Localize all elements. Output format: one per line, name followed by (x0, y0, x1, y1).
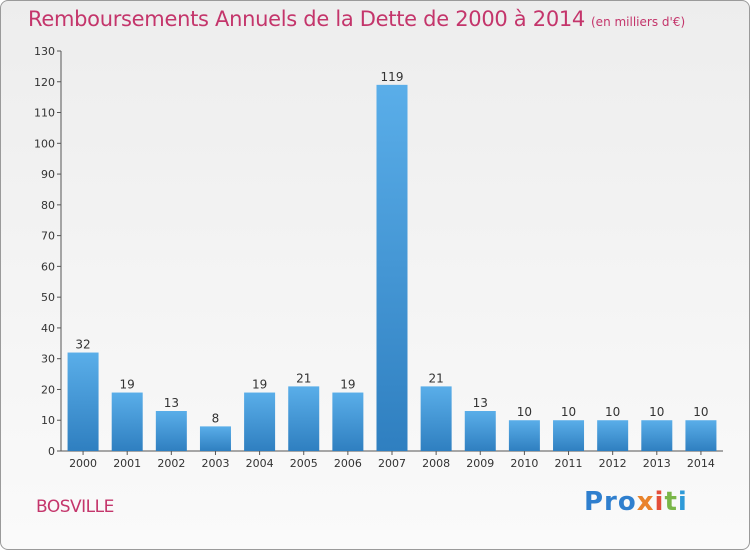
x-tick-label: 2011 (555, 457, 583, 470)
logo-part: Pro (584, 487, 637, 517)
y-tick-label: 30 (41, 353, 55, 366)
logo-part: i (677, 487, 688, 517)
bar-value-label: 21 (428, 371, 443, 385)
x-tick-label: 2012 (599, 457, 627, 470)
y-tick-label: 100 (34, 137, 55, 150)
proxiti-logo: Proxiti (584, 487, 688, 517)
x-tick-label: 2005 (290, 457, 318, 470)
x-tick-label: 2013 (643, 457, 671, 470)
bar (685, 420, 717, 451)
bar-value-label: 19 (340, 378, 355, 392)
x-tick-label: 2007 (378, 457, 406, 470)
chart-title: Remboursements Annuels de la Dette de 20… (28, 7, 686, 31)
bar-value-label: 32 (75, 338, 90, 352)
chart-subtitle: (en milliers d'€) (591, 15, 686, 29)
y-tick-label: 80 (41, 199, 55, 212)
bar-value-label: 19 (120, 378, 135, 392)
bar (288, 386, 320, 451)
bar-value-label: 21 (296, 371, 311, 385)
bar (464, 411, 496, 451)
bar (508, 420, 540, 451)
bar-value-label: 13 (473, 396, 488, 410)
bar-value-label: 19 (252, 378, 267, 392)
y-tick-label: 50 (41, 291, 55, 304)
logo-part: i (654, 487, 665, 517)
bar (641, 420, 673, 451)
bar (199, 426, 231, 451)
y-tick-label: 120 (34, 76, 55, 89)
bar-value-label: 8 (212, 411, 220, 425)
bar-value-label: 10 (649, 405, 664, 419)
x-tick-label: 2002 (157, 457, 185, 470)
x-tick-label: 2003 (201, 457, 229, 470)
bar (332, 392, 364, 451)
y-tick-label: 20 (41, 383, 55, 396)
y-tick-label: 70 (41, 230, 55, 243)
bar-value-label: 119 (381, 70, 404, 84)
bar-value-label: 10 (693, 405, 708, 419)
y-tick-label: 110 (34, 107, 55, 120)
x-tick-label: 2004 (246, 457, 274, 470)
y-tick-label: 130 (34, 45, 55, 58)
bar-value-label: 10 (605, 405, 620, 419)
x-tick-label: 2010 (510, 457, 538, 470)
x-tick-label: 2000 (69, 457, 97, 470)
y-tick-label: 60 (41, 260, 55, 273)
x-tick-label: 2009 (466, 457, 494, 470)
logo-part: t (664, 487, 678, 517)
city-name: BOSVILLE (36, 497, 114, 517)
y-tick-label: 0 (48, 445, 55, 458)
bar (597, 420, 629, 451)
y-tick-label: 10 (41, 414, 55, 427)
bar-value-label: 10 (517, 405, 532, 419)
y-tick-label: 90 (41, 168, 55, 181)
logo-part: x (636, 487, 655, 517)
bar (111, 392, 143, 451)
x-tick-label: 2001 (113, 457, 141, 470)
bar (420, 386, 452, 451)
bar (376, 84, 408, 451)
bar-value-label: 13 (164, 396, 179, 410)
x-tick-label: 2006 (334, 457, 362, 470)
x-tick-label: 2008 (422, 457, 450, 470)
y-tick-label: 40 (41, 322, 55, 335)
bar-value-label: 10 (561, 405, 576, 419)
bar (553, 420, 585, 451)
x-tick-label: 2014 (687, 457, 715, 470)
bar (244, 392, 276, 451)
bar (67, 352, 99, 451)
bar (155, 411, 187, 451)
